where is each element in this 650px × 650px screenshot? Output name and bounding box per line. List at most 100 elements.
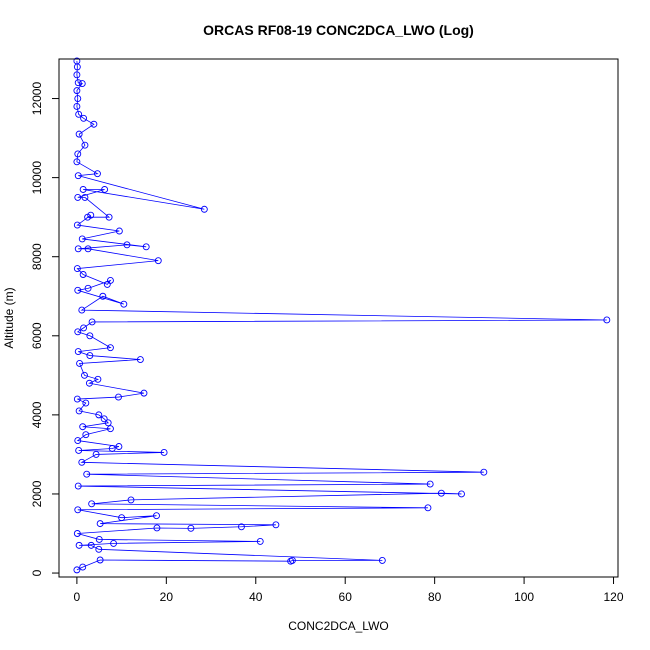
data-point	[84, 284, 92, 292]
data-point	[200, 205, 208, 213]
data-point	[142, 243, 150, 251]
data-point	[85, 379, 93, 387]
data-point	[79, 423, 87, 431]
x-tick-label: 40	[249, 590, 263, 604]
y-tick-label: 6000	[30, 322, 44, 349]
data-point	[238, 523, 245, 531]
data-point	[120, 300, 128, 308]
data-point	[127, 496, 135, 504]
data-point	[424, 504, 432, 512]
chart-title: ORCAS RF08-19 CONC2DCA_LWO (Log)	[203, 22, 474, 38]
data-point	[74, 482, 82, 490]
data-point	[81, 141, 89, 149]
y-tick-label: 2000	[30, 480, 44, 507]
data-point	[80, 114, 88, 122]
data-point	[73, 566, 81, 574]
data-point	[426, 480, 434, 488]
data-point	[74, 437, 82, 445]
data-point	[96, 520, 104, 528]
data-point	[458, 490, 465, 498]
data-point	[437, 489, 445, 497]
data-point	[74, 79, 82, 87]
x-axis-label: CONC2DCA_LWO	[288, 619, 388, 633]
data-point	[95, 545, 103, 553]
x-axis: 0 20 40 60 80 100 120	[74, 576, 624, 604]
data-point	[378, 556, 386, 564]
data-point	[73, 71, 81, 79]
data-point	[115, 227, 123, 235]
data-point	[82, 431, 90, 439]
data-point	[136, 356, 144, 363]
data-point	[90, 120, 98, 128]
data-point	[96, 556, 104, 564]
data-point	[108, 445, 116, 452]
data-point	[95, 411, 103, 419]
x-tick-label: 20	[160, 590, 174, 604]
y-axis: 0 2000 4000 6000 8000 10000 12000	[30, 82, 60, 576]
data-point	[94, 170, 101, 178]
y-tick-label: 12000	[30, 82, 44, 116]
data-point	[110, 539, 118, 547]
data-point	[75, 541, 83, 549]
data-point	[74, 506, 82, 514]
data-point	[81, 371, 88, 379]
data-point	[118, 514, 126, 522]
data-point	[287, 557, 295, 565]
y-axis-label: Altitude (m)	[2, 287, 16, 348]
data-point	[105, 213, 113, 221]
data-point	[256, 537, 264, 545]
data-point	[104, 419, 112, 427]
data-point	[82, 399, 90, 407]
data-point	[106, 425, 114, 433]
data-point	[80, 324, 88, 332]
data-point	[74, 328, 82, 336]
data-point	[73, 530, 81, 537]
data-point	[73, 63, 81, 71]
data-point	[86, 352, 94, 360]
data-point	[187, 524, 195, 532]
data-point	[154, 257, 162, 265]
x-tick-label: 0	[74, 590, 81, 604]
data-point	[73, 87, 81, 95]
y-tick-label: 4000	[30, 401, 44, 428]
data-point	[86, 332, 94, 340]
data-point	[73, 102, 81, 110]
data-point	[115, 443, 123, 450]
data-point	[92, 450, 100, 458]
data-point	[83, 470, 91, 478]
data-point	[74, 95, 82, 102]
data-point	[88, 318, 96, 326]
data-point	[153, 512, 160, 520]
data-point	[115, 393, 122, 401]
data-point	[160, 448, 168, 456]
data-point	[123, 241, 131, 249]
data-point	[78, 306, 86, 314]
data-point	[79, 271, 87, 278]
data-point	[75, 130, 83, 138]
data-point	[78, 235, 86, 243]
data-point	[75, 447, 83, 454]
data-point	[100, 415, 108, 423]
data-point	[74, 150, 82, 158]
data-point	[73, 158, 81, 166]
data-point	[75, 110, 83, 118]
x-tick-label: 80	[428, 590, 442, 604]
y-tick-label: 0	[30, 569, 44, 576]
data-point	[79, 186, 87, 193]
data-point	[272, 521, 280, 529]
series-line	[76, 60, 607, 571]
x-tick-label: 100	[514, 590, 534, 604]
data-point	[74, 348, 82, 356]
data-point	[99, 292, 107, 300]
x-tick-label: 120	[604, 590, 624, 604]
data-point	[81, 193, 89, 201]
data-point	[140, 389, 148, 397]
data-point	[87, 211, 95, 219]
data-point	[84, 245, 92, 253]
data-point	[76, 360, 84, 367]
data-point	[78, 80, 86, 87]
y-tick-label: 10000	[30, 161, 44, 195]
data-point	[480, 468, 488, 476]
data-point	[79, 563, 87, 571]
